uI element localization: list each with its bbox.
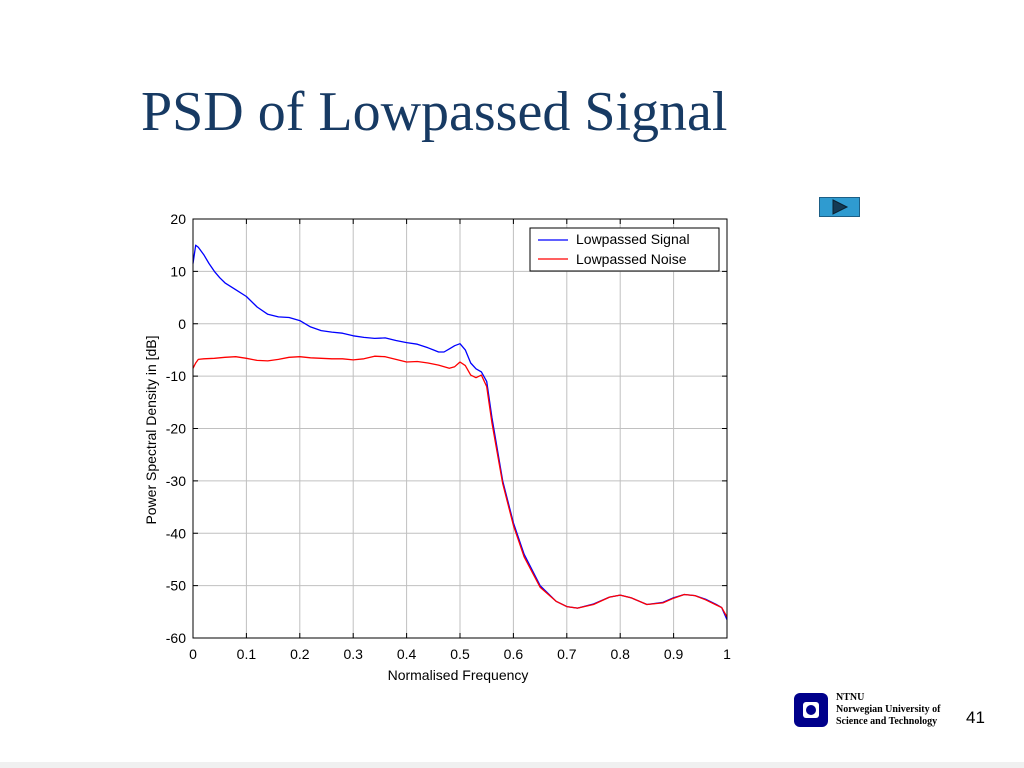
legend-label-noise: Lowpassed Noise bbox=[576, 251, 687, 267]
y-tick-label: -20 bbox=[166, 421, 186, 437]
y-tick-label: 20 bbox=[170, 211, 186, 227]
bottom-strip bbox=[0, 762, 1024, 768]
ntnu-logo-icon bbox=[794, 693, 828, 727]
chart-series-layer bbox=[192, 244, 728, 620]
chart-legend: Lowpassed Signal Lowpassed Noise bbox=[529, 227, 720, 272]
x-tick-label: 0.1 bbox=[237, 646, 257, 662]
y-tick-label: -30 bbox=[166, 473, 186, 489]
footer-org-text: NTNU Norwegian University of Science and… bbox=[836, 692, 940, 728]
x-tick-label: 0.2 bbox=[290, 646, 310, 662]
y-tick-label: -10 bbox=[166, 368, 186, 384]
chart-ticks: 0 0.1 0.2 0.3 0.4 0.5 0.6 0.7 0.8 0.9 1 20 10 0 -10 -20… bbox=[166, 211, 731, 662]
x-tick-label: 0.8 bbox=[610, 646, 630, 662]
y-tick-label: 10 bbox=[170, 263, 186, 279]
y-tick-label: -50 bbox=[166, 578, 186, 594]
x-tick-label: 1 bbox=[723, 646, 731, 662]
x-tick-label: 0.4 bbox=[397, 646, 417, 662]
y-tick-label: -40 bbox=[166, 525, 186, 541]
x-tick-label: 0.3 bbox=[343, 646, 363, 662]
y-tick-label: -60 bbox=[166, 630, 186, 646]
legend-box bbox=[529, 227, 720, 272]
chart-grid bbox=[193, 219, 727, 638]
next-slide-button[interactable] bbox=[819, 197, 860, 217]
series-line-noise bbox=[192, 355, 728, 618]
slide-title: PSD of Lowpassed Signal bbox=[141, 81, 728, 143]
x-tick-label: 0.5 bbox=[450, 646, 470, 662]
y-axis-label: Power Spectral Density in [dB] bbox=[143, 335, 159, 524]
legend-label-signal: Lowpassed Signal bbox=[576, 231, 690, 247]
x-axis-label: Normalised Frequency bbox=[388, 667, 529, 683]
x-tick-label: 0.9 bbox=[664, 646, 684, 662]
x-tick-label: 0 bbox=[189, 646, 197, 662]
footer-org-line2: Science and Technology bbox=[836, 716, 938, 727]
x-tick-label: 0.7 bbox=[557, 646, 577, 662]
footer-org-short: NTNU bbox=[836, 692, 865, 703]
footer-org-line1: Norwegian University of bbox=[836, 704, 941, 715]
y-tick-label: 0 bbox=[178, 316, 186, 332]
play-arrow-icon bbox=[832, 199, 849, 215]
page-number: 41 bbox=[966, 708, 985, 727]
x-tick-label: 0.6 bbox=[504, 646, 524, 662]
